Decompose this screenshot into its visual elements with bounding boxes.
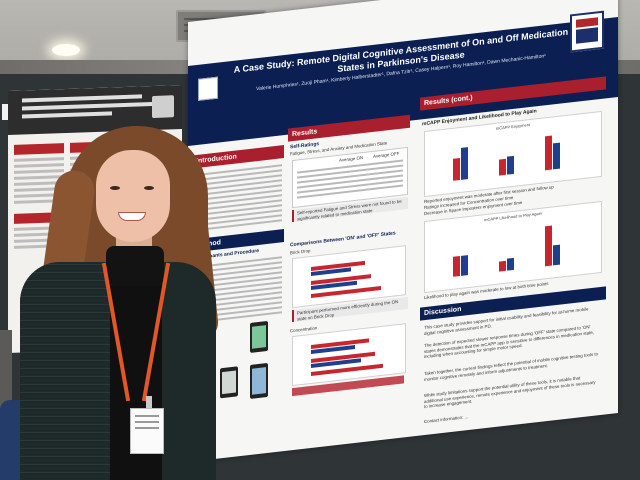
poster-left-logo	[198, 76, 218, 101]
board-number-tag	[2, 104, 12, 120]
left-poster-title-line	[22, 94, 142, 103]
brick-drop-heading: Brick Drop	[290, 248, 311, 256]
chart-bar	[545, 135, 552, 171]
chart-bar	[453, 256, 460, 277]
left-poster-title-line	[22, 102, 152, 111]
chart-bar	[461, 147, 468, 180]
chart-bar	[553, 142, 560, 170]
presenter-eye	[110, 186, 120, 190]
presenter-turtleneck	[106, 246, 164, 286]
chart-bar	[453, 158, 460, 181]
phone-screenshot	[250, 362, 268, 399]
presenter-eye	[144, 186, 154, 190]
left-poster-section-bar	[14, 143, 64, 155]
left-poster-logo	[152, 95, 174, 119]
chart-bar	[507, 155, 514, 175]
comparisons-heading: Comparisons Between 'ON' and 'OFF' State…	[290, 230, 396, 249]
chart-bar	[553, 244, 560, 266]
presenter-coat-plaid	[20, 262, 110, 480]
phone-screenshot	[220, 366, 238, 399]
chart-bar	[507, 257, 514, 271]
chart-bar	[499, 158, 506, 176]
chart-bar	[545, 225, 552, 267]
main-poster: A Case Study: Remote Digital Cognitive A…	[188, 0, 618, 462]
badge-clip	[146, 396, 152, 410]
phone-screenshot	[250, 320, 268, 353]
presenter-face	[96, 150, 170, 242]
name-badge	[130, 408, 164, 454]
ceiling-light	[52, 44, 80, 56]
left-poster-title-line	[22, 111, 112, 119]
chart-bar	[499, 260, 506, 272]
chart-bar	[461, 255, 468, 276]
